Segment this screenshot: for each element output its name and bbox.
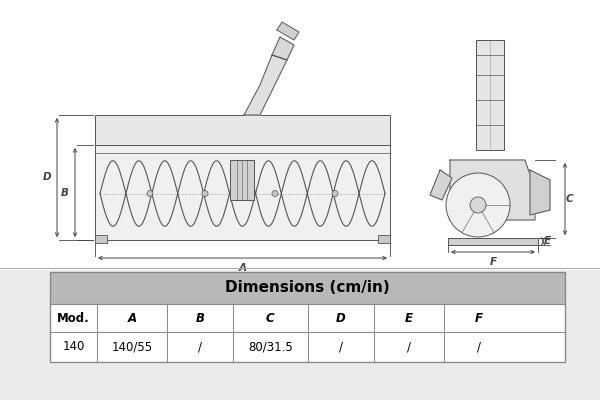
- Bar: [95, 235, 107, 243]
- Bar: [95, 115, 390, 145]
- Circle shape: [446, 173, 510, 237]
- Bar: [378, 235, 390, 243]
- Text: D: D: [43, 172, 51, 182]
- Polygon shape: [277, 22, 299, 40]
- Text: A: A: [128, 312, 137, 324]
- Text: F: F: [475, 312, 483, 324]
- Circle shape: [470, 197, 486, 213]
- Bar: [0, 0, 600, 270]
- Text: Mod.: Mod.: [58, 312, 90, 324]
- Text: C: C: [266, 312, 274, 324]
- Text: 140/55: 140/55: [112, 340, 153, 354]
- Bar: [50, 304, 565, 362]
- Text: /: /: [407, 340, 411, 354]
- Polygon shape: [530, 170, 550, 215]
- Polygon shape: [450, 160, 535, 220]
- Bar: [50, 272, 565, 362]
- Bar: [50, 272, 565, 304]
- Text: A: A: [239, 263, 247, 273]
- Text: E: E: [405, 312, 413, 324]
- Text: 80/31.5: 80/31.5: [248, 340, 293, 354]
- Text: E: E: [544, 236, 551, 246]
- Polygon shape: [272, 37, 294, 60]
- Bar: [448, 238, 538, 245]
- Polygon shape: [430, 170, 452, 200]
- Circle shape: [332, 190, 338, 196]
- Circle shape: [272, 190, 278, 196]
- Text: D: D: [336, 312, 346, 324]
- Text: F: F: [490, 257, 497, 267]
- Text: /: /: [198, 340, 202, 354]
- Bar: [230, 160, 254, 200]
- Text: B: B: [61, 188, 69, 198]
- Text: /: /: [477, 340, 481, 354]
- Bar: [95, 145, 390, 240]
- Text: C: C: [565, 194, 573, 204]
- Text: B: B: [196, 312, 205, 324]
- Text: 140: 140: [62, 340, 85, 354]
- Circle shape: [202, 190, 208, 196]
- Polygon shape: [244, 55, 287, 115]
- Text: /: /: [339, 340, 343, 354]
- Circle shape: [147, 190, 153, 196]
- Text: Dimensions (cm/in): Dimensions (cm/in): [225, 280, 390, 296]
- Bar: [476, 40, 504, 150]
